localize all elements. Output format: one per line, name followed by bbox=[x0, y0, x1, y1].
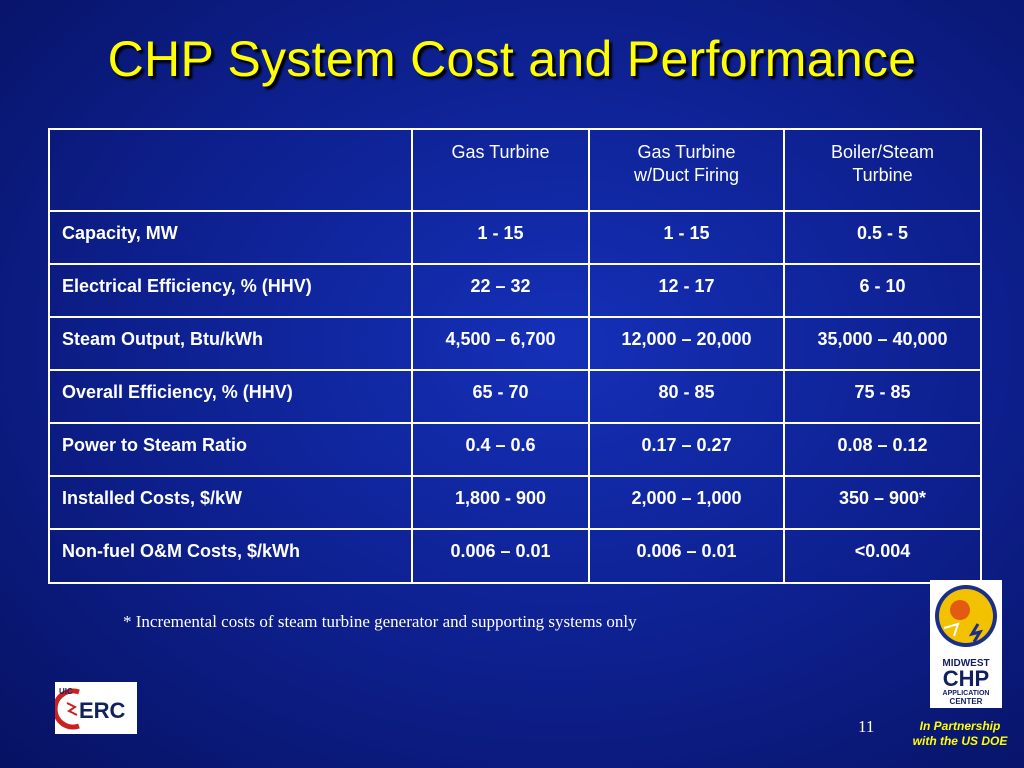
midwest-chp-logo-graphic: MIDWEST CHP APPLICATION CENTER bbox=[932, 585, 1000, 706]
row-label: Power to Steam Ratio bbox=[48, 422, 413, 477]
cell-value: 80 - 85 bbox=[588, 369, 785, 424]
logo-small-text: UIC bbox=[59, 687, 73, 696]
logo-snowflake-icon bbox=[943, 622, 960, 637]
header-gas-turbine-duct-firing-label: Gas Turbine w/Duct Firing bbox=[633, 142, 740, 185]
cell-value: 0.4 – 0.6 bbox=[411, 422, 590, 477]
cell-value: 350 – 900* bbox=[783, 475, 982, 530]
table-header-row: Gas Turbine Gas Turbine w/Duct Firing Bo… bbox=[48, 128, 982, 212]
header-boiler-steam-turbine-label: Boiler/Steam Turbine bbox=[830, 142, 935, 185]
logo-text-line3: APPLICATION bbox=[943, 690, 990, 697]
slide-title: CHP System Cost and Performance bbox=[107, 31, 917, 87]
table-row: Electrical Efficiency, % (HHV) 22 – 32 1… bbox=[48, 263, 982, 318]
logo-text-line4: CENTER bbox=[950, 697, 983, 706]
comparison-table: Gas Turbine Gas Turbine w/Duct Firing Bo… bbox=[48, 128, 982, 584]
cell-value: 0.5 - 5 bbox=[783, 210, 982, 265]
header-cell-empty bbox=[48, 128, 413, 212]
table-row: Overall Efficiency, % (HHV) 65 - 70 80 -… bbox=[48, 369, 982, 424]
page-number: 11 bbox=[858, 717, 875, 736]
header-boiler-steam-turbine: Boiler/Steam Turbine bbox=[783, 128, 982, 212]
table-row: Power to Steam Ratio 0.4 – 0.6 0.17 – 0.… bbox=[48, 422, 982, 477]
header-gas-turbine: Gas Turbine bbox=[411, 128, 590, 212]
cell-value: 0.08 – 0.12 bbox=[783, 422, 982, 477]
cell-value: <0.004 bbox=[783, 528, 982, 584]
cell-value: 2,000 – 1,000 bbox=[588, 475, 785, 530]
row-label: Electrical Efficiency, % (HHV) bbox=[48, 263, 413, 318]
partnership-line2: with the US DOE bbox=[912, 734, 1008, 748]
logo-text-line1: MIDWEST bbox=[942, 658, 989, 669]
row-label: Non-fuel O&M Costs, $/kWh bbox=[48, 528, 413, 584]
partnership-note: In Partnership with the US DOE bbox=[902, 719, 1018, 749]
table-row: Non-fuel O&M Costs, $/kWh 0.006 – 0.01 0… bbox=[48, 528, 982, 584]
table-row: Steam Output, Btu/kWh 4,500 – 6,700 12,0… bbox=[48, 316, 982, 371]
logo-text-area bbox=[932, 656, 1000, 706]
cell-value: 0.17 – 0.27 bbox=[588, 422, 785, 477]
table-row: Installed Costs, $/kW 1,800 - 900 2,000 … bbox=[48, 475, 982, 530]
row-label: Overall Efficiency, % (HHV) bbox=[48, 369, 413, 424]
cell-value: 4,500 – 6,700 bbox=[411, 316, 590, 371]
cell-value: 0.006 – 0.01 bbox=[411, 528, 590, 584]
row-label: Installed Costs, $/kW bbox=[48, 475, 413, 530]
cell-value: 1,800 - 900 bbox=[411, 475, 590, 530]
table-row: Capacity, MW 1 - 15 1 - 15 0.5 - 5 bbox=[48, 210, 982, 265]
logo-text-line2: CHP bbox=[943, 666, 989, 691]
cell-value: 12 - 17 bbox=[588, 263, 785, 318]
cell-value: 1 - 15 bbox=[588, 210, 785, 265]
cell-value: 1 - 15 bbox=[411, 210, 590, 265]
logo-bolt-icon bbox=[968, 623, 984, 643]
cell-value: 75 - 85 bbox=[783, 369, 982, 424]
row-label: Capacity, MW bbox=[48, 210, 413, 265]
midwest-chp-logo: MIDWEST CHP APPLICATION CENTER bbox=[930, 580, 1002, 708]
logo-main-text: ERC bbox=[79, 698, 126, 723]
logo-sun bbox=[950, 600, 970, 620]
footnote: * Incremental costs of steam turbine gen… bbox=[123, 612, 637, 631]
cell-value: 0.006 – 0.01 bbox=[588, 528, 785, 584]
logo-arc bbox=[52, 688, 80, 730]
cell-value: 12,000 – 20,000 bbox=[588, 316, 785, 371]
partnership-line1: In Partnership bbox=[919, 719, 1001, 733]
cell-value: 65 - 70 bbox=[411, 369, 590, 424]
uic-erc-logo-graphic: UIC ERC bbox=[52, 687, 126, 730]
cell-value: 22 – 32 bbox=[411, 263, 590, 318]
header-gas-turbine-duct-firing: Gas Turbine w/Duct Firing bbox=[588, 128, 785, 212]
logo-bolt bbox=[66, 702, 78, 716]
cell-value: 6 - 10 bbox=[783, 263, 982, 318]
row-label: Steam Output, Btu/kWh bbox=[48, 316, 413, 371]
cell-value: 35,000 – 40,000 bbox=[783, 316, 982, 371]
uic-erc-logo: UIC ERC bbox=[52, 682, 137, 734]
